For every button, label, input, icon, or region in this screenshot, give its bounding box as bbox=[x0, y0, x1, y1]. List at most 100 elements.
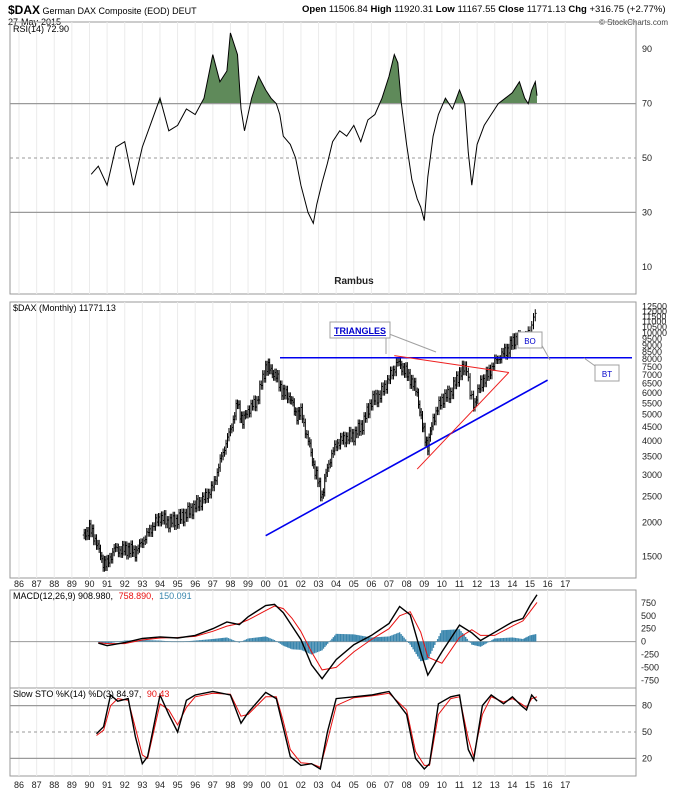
x-tick-label: 15 bbox=[525, 579, 535, 589]
x-tick-label: 12 bbox=[472, 579, 482, 589]
macd-histogram-bar bbox=[171, 641, 173, 643]
macd-signal-line bbox=[98, 602, 538, 671]
macd-histogram-bar bbox=[358, 635, 361, 642]
price-y-tick: 9500 bbox=[642, 334, 662, 344]
x-tick-label: 91 bbox=[102, 780, 112, 790]
macd-histogram-bar bbox=[429, 641, 432, 654]
macd-histogram-bar bbox=[206, 639, 208, 642]
x-tick-label: 97 bbox=[208, 780, 218, 790]
macd-histogram-bar bbox=[442, 630, 445, 642]
macd-histogram-bar bbox=[151, 640, 154, 642]
macd-histogram-bar bbox=[162, 640, 164, 642]
x-tick-label: 10 bbox=[437, 579, 447, 589]
macd-histogram-bar bbox=[307, 641, 310, 654]
macd-histogram-bar bbox=[461, 633, 464, 642]
macd-histogram-bar bbox=[508, 637, 511, 642]
macd-histogram-bar bbox=[481, 641, 483, 646]
macd-y-tick: -750 bbox=[641, 675, 659, 685]
macd-histogram-bar bbox=[230, 639, 233, 642]
macd-histogram-bar bbox=[227, 638, 230, 642]
macd-histogram-bar bbox=[273, 640, 276, 642]
x-tick-label: 88 bbox=[49, 780, 59, 790]
macd-histogram-bar bbox=[242, 640, 245, 642]
price-y-tick: 7500 bbox=[642, 362, 662, 372]
x-tick-label: 15 bbox=[525, 780, 535, 790]
x-tick-label: 95 bbox=[173, 780, 183, 790]
macd-histogram-bar bbox=[214, 638, 217, 642]
macd-histogram-bar bbox=[434, 641, 436, 645]
price-y-tick: 8000 bbox=[642, 354, 662, 364]
price-y-tick: 1500 bbox=[642, 552, 662, 562]
macd-histogram-bar bbox=[322, 641, 325, 649]
x-tick-label: 10 bbox=[437, 780, 447, 790]
rsi-y-tick: 90 bbox=[642, 44, 652, 54]
rsi-y-tick: 70 bbox=[642, 99, 652, 109]
macd-histogram-bar bbox=[335, 633, 337, 642]
macd-histogram-bar bbox=[357, 635, 359, 642]
x-tick-label: 05 bbox=[349, 579, 359, 589]
macd-histogram-bar bbox=[221, 637, 224, 642]
macd-panel: 750 500 250 0 -250 -500 -750 MACD(12,26,9) 908… bbox=[9, 589, 659, 689]
macd-histogram-bar bbox=[315, 641, 317, 653]
sto-label-d: 90.43 bbox=[147, 689, 170, 699]
macd-histogram-bar bbox=[499, 638, 502, 642]
macd-histogram-bar bbox=[259, 637, 261, 642]
macd-histogram-bar bbox=[415, 641, 417, 655]
macd-histogram-bar bbox=[471, 641, 473, 645]
macd-histogram-bar bbox=[165, 641, 167, 642]
price-y-tick: 3500 bbox=[642, 452, 662, 462]
macd-histogram-bar bbox=[327, 641, 329, 644]
triangles-callout-label: TRIANGLES bbox=[334, 326, 386, 336]
macd-histogram-bar bbox=[116, 641, 119, 643]
macd-histogram-bar bbox=[523, 638, 526, 642]
macd-histogram-bar bbox=[179, 641, 182, 643]
macd-histogram-bar bbox=[520, 638, 523, 642]
macd-histogram-bar bbox=[269, 638, 271, 642]
macd-histogram-bar bbox=[334, 635, 336, 642]
macd-histogram-bar bbox=[260, 636, 262, 642]
macd-histogram-bar bbox=[217, 638, 220, 642]
macd-y-tick: -250 bbox=[641, 649, 659, 659]
triangles-callout-box bbox=[329, 321, 391, 339]
macd-histogram-bar bbox=[475, 641, 477, 646]
macd-histogram-bar bbox=[257, 637, 260, 642]
x-axis-top: 86 87 88 89 90 91 92 93 94 95 96 97 98 99 00 01 02 03 04 05… bbox=[14, 579, 570, 589]
macd-histogram-bar bbox=[184, 641, 186, 642]
x-tick-label: 91 bbox=[102, 579, 112, 589]
macd-histogram-bar bbox=[160, 640, 163, 642]
macd-histogram-bar bbox=[312, 641, 314, 654]
macd-histogram-bar bbox=[400, 634, 402, 642]
macd-histogram-bar bbox=[409, 641, 411, 645]
macd-histogram-bar bbox=[457, 629, 459, 642]
macd-histogram-bar bbox=[113, 641, 116, 643]
macd-histogram-bar bbox=[316, 641, 319, 653]
macd-histogram-bar bbox=[256, 637, 258, 642]
macd-histogram-bar bbox=[435, 641, 437, 643]
sto-label-k: Slow STO %K(14) %D(3) 84.97, bbox=[13, 689, 141, 699]
x-tick-label: 94 bbox=[155, 780, 165, 790]
macd-histogram-bar bbox=[445, 629, 447, 642]
x-tick-label: 93 bbox=[137, 579, 147, 589]
macd-histogram-bar bbox=[226, 637, 228, 642]
sto-k-line bbox=[96, 690, 538, 771]
triangle-upper-line bbox=[394, 355, 509, 373]
macd-histogram-bar bbox=[163, 640, 166, 642]
macd-histogram-bar bbox=[347, 634, 349, 642]
bo-callout-box bbox=[517, 331, 543, 349]
macd-histogram-bar bbox=[285, 641, 287, 647]
x-tick-label: 90 bbox=[84, 780, 94, 790]
macd-histogram-bar bbox=[284, 641, 286, 647]
close-value: 11771.13 bbox=[526, 4, 566, 15]
macd-histogram-bar bbox=[204, 639, 207, 642]
price-y-tick: 7000 bbox=[642, 370, 662, 380]
macd-histogram-bar bbox=[494, 638, 496, 642]
x-tick-label: 13 bbox=[490, 579, 500, 589]
macd-histogram-bar bbox=[522, 639, 524, 642]
macd-histogram-bar bbox=[526, 636, 528, 642]
open-value: 11506.84 bbox=[328, 4, 368, 15]
bt-callout-box bbox=[594, 364, 620, 382]
triangles-callout-pointer bbox=[383, 331, 437, 354]
macd-histogram-bar bbox=[484, 641, 486, 645]
macd-histogram-bar bbox=[150, 640, 152, 642]
